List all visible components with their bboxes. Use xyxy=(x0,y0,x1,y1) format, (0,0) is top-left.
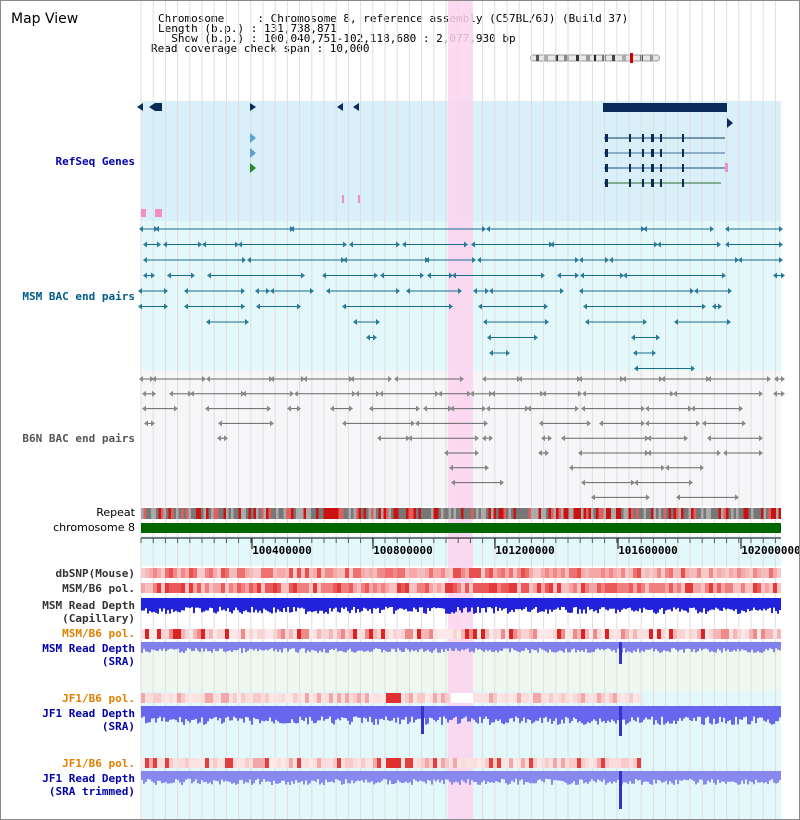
label-msm-depth-sra-sub: (SRA) xyxy=(102,655,135,668)
label-jf1-depth-sra-sub: (SRA) xyxy=(102,720,135,733)
gene-arrow[interactable] xyxy=(149,103,155,111)
label-chromosome: chromosome 8 xyxy=(53,521,135,534)
chromosome-bar[interactable] xyxy=(141,523,781,533)
label-jf1-b6-pol-1: JF1/B6 pol. xyxy=(62,692,135,705)
label-jf1-b6-pol-2: JF1/B6 pol. xyxy=(62,757,135,770)
gene-arrow[interactable] xyxy=(727,118,733,128)
axis-tick-label: 101200000 xyxy=(495,544,555,557)
gene-arrow[interactable] xyxy=(250,148,256,158)
label-msm-bac: MSM BAC end pairs xyxy=(22,290,135,303)
depth-tracks[interactable] xyxy=(141,598,781,809)
label-msm-depth-sra: MSM Read Depth xyxy=(42,642,135,655)
chromosome-ideogram[interactable] xyxy=(530,53,660,63)
refseq-gene-track[interactable] xyxy=(137,103,733,217)
gene-block[interactable] xyxy=(603,103,727,112)
label-jf1-depth-trim: JF1 Read Depth xyxy=(42,772,135,785)
gene-arrow[interactable] xyxy=(137,103,143,111)
axis-tick-label: 100400000 xyxy=(252,544,312,557)
label-jf1-depth-sra: JF1 Read Depth xyxy=(42,707,135,720)
axis-tick-label: 101600000 xyxy=(618,544,678,557)
gene-arrow[interactable] xyxy=(337,103,343,111)
label-msm-b6-pol-2: MSM/B6 pol. xyxy=(62,627,135,640)
heat-tracks[interactable] xyxy=(141,568,781,768)
label-msm-depth-cap-sub: (Capillary) xyxy=(62,612,135,625)
label-jf1-depth-trim-sub: (SRA trimmed) xyxy=(49,785,135,798)
gene-arrow[interactable] xyxy=(250,133,256,143)
position-axis: 100400000 100800000 101200000 101600000 1020… xyxy=(140,537,800,557)
ideogram-position-marker xyxy=(630,53,633,63)
gene-arrow[interactable] xyxy=(250,103,256,111)
label-repeat: Repeat xyxy=(96,506,135,519)
axis-tick-label: 102000000 xyxy=(741,544,800,557)
label-b6n-bac: B6N BAC end pairs xyxy=(22,432,135,445)
label-msm-b6-pol-1: MSM/B6 pol. xyxy=(62,582,135,595)
gene-exon[interactable] xyxy=(155,103,162,111)
label-msm-depth-cap: MSM Read Depth xyxy=(42,599,135,612)
gene-arrow[interactable] xyxy=(353,103,359,111)
msm-bac-pairs[interactable] xyxy=(138,226,785,372)
axis-tick-label: 100800000 xyxy=(373,544,433,557)
gene-arrow[interactable] xyxy=(250,163,256,173)
coverage-span-info: Read coverage check span : 10,000 xyxy=(151,42,370,55)
label-dbsnp: dbSNP(Mouse) xyxy=(56,567,135,580)
app-title: Map View xyxy=(11,11,79,27)
repeat-track-bar[interactable] xyxy=(141,508,781,519)
label-refseq-genes: RefSeq Genes xyxy=(56,155,135,168)
b6n-bac-pairs[interactable] xyxy=(139,376,785,501)
